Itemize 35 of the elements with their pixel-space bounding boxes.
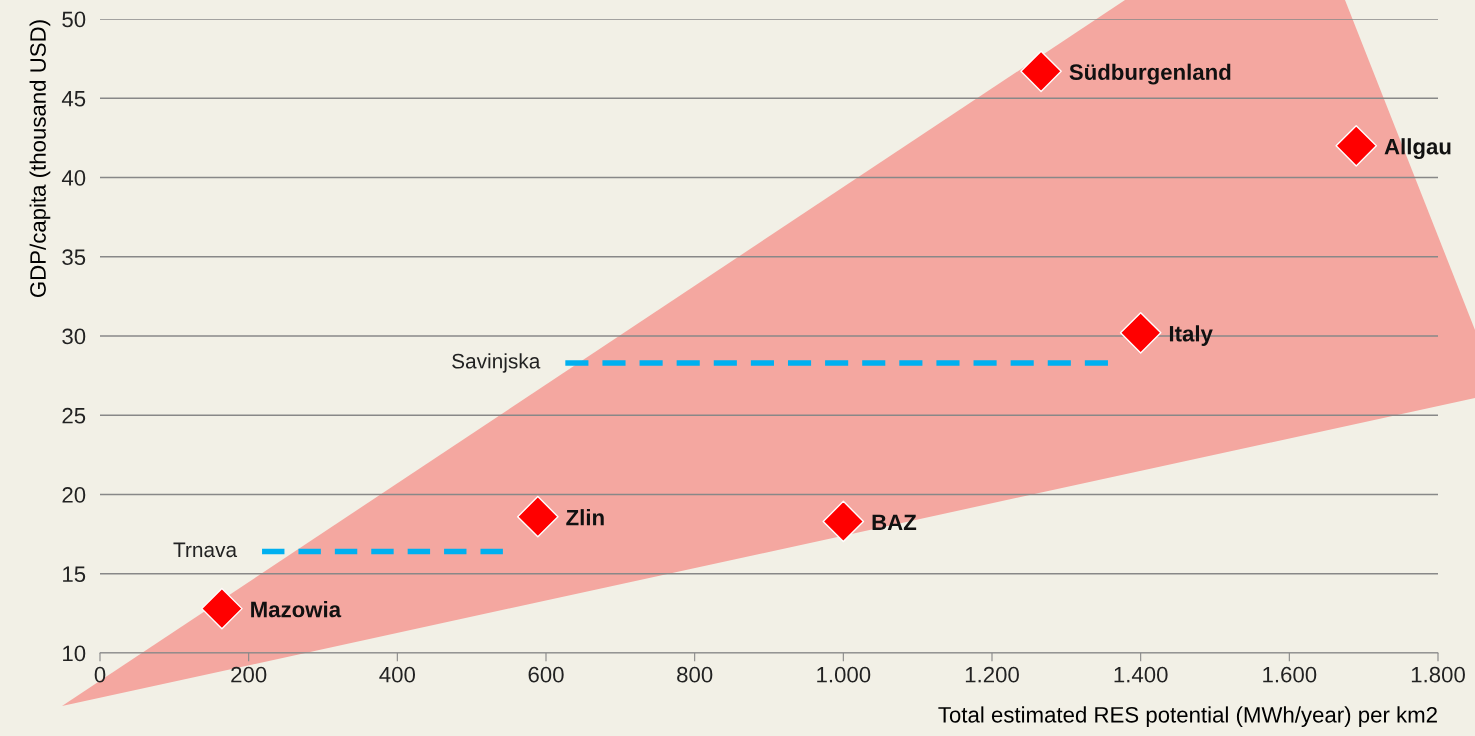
x-tick-label: 200 (231, 666, 267, 683)
point (1119, 312, 1162, 354)
annotation: Allgau (1384, 138, 1451, 159)
x-axis-title: Total estimated RES potential (MWh/year) per km2 (938, 706, 1437, 728)
x-tick-label: 800 (677, 666, 713, 683)
x-tick-label: 400 (379, 666, 415, 683)
annotation: Mazowia (251, 601, 342, 618)
annotation: Zlin (566, 509, 604, 526)
point (517, 495, 559, 538)
series-label: Savinjska (452, 353, 541, 373)
y-tick-label: 40 (61, 170, 86, 186)
y-tick-label: 10 (63, 645, 86, 662)
point (822, 500, 865, 543)
y-tick-label: 50 (62, 11, 86, 28)
series-label: Trnava (173, 542, 238, 558)
y-tick-label: 15 (63, 566, 86, 583)
x-tick-label: 1.600 (1263, 666, 1317, 683)
y-tick-label: 20 (62, 487, 86, 503)
y-tick-label: 25 (62, 407, 86, 424)
x-tick-label: 0 (94, 666, 106, 683)
annotation: BAZ (872, 514, 917, 530)
x-tick-label: 1.000 (817, 666, 871, 683)
y-axis-title: GDP/capita (thousand USD) (29, 20, 51, 297)
point (1020, 50, 1062, 93)
x-tick-label: 600 (528, 666, 564, 683)
annotation: Südburgenland (1069, 63, 1231, 85)
y-tick-label: 30 (62, 328, 86, 345)
x-tick-label: 1.200 (965, 666, 1019, 683)
y-tick-label: 35 (62, 249, 86, 266)
point (201, 587, 243, 630)
y-tick-label: 45 (61, 91, 86, 107)
point (1335, 124, 1378, 167)
annotation: Italy (1169, 325, 1213, 346)
x-tick-label: 1.400 (1114, 666, 1168, 683)
x-tick-label: 1.800 (1411, 666, 1465, 683)
